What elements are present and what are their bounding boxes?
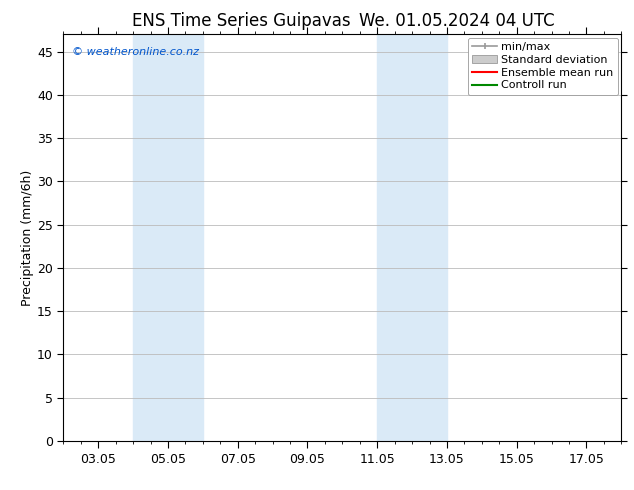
- Text: ENS Time Series Guipavas: ENS Time Series Guipavas: [132, 12, 350, 30]
- Bar: [133, 34, 203, 441]
- Legend: min/max, Standard deviation, Ensemble mean run, Controll run: min/max, Standard deviation, Ensemble me…: [468, 38, 618, 95]
- Bar: [377, 34, 447, 441]
- Y-axis label: Precipitation (mm/6h): Precipitation (mm/6h): [22, 170, 34, 306]
- Text: We. 01.05.2024 04 UTC: We. 01.05.2024 04 UTC: [359, 12, 554, 30]
- Text: © weatheronline.co.nz: © weatheronline.co.nz: [72, 47, 199, 56]
